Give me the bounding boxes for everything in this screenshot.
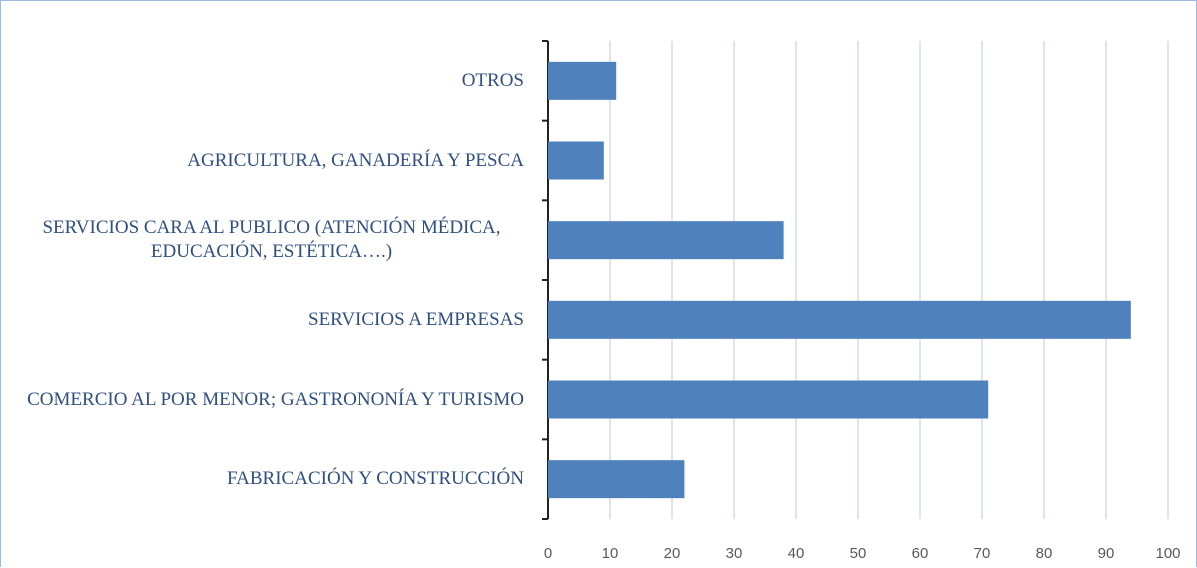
x-tick-label: 100 bbox=[1155, 545, 1180, 562]
x-tick-label: 90 bbox=[1098, 545, 1115, 562]
x-tick-label: 80 bbox=[1036, 545, 1053, 562]
bar bbox=[548, 460, 685, 499]
x-tick-label: 70 bbox=[974, 545, 991, 562]
category-text: COMERCIO AL POR MENOR; GASTRONONÍA Y TUR… bbox=[27, 388, 524, 410]
y-tick-label: FABRICACIÓN Y CONSTRUCCIÓN bbox=[19, 467, 524, 491]
x-tick-label: 30 bbox=[726, 545, 743, 562]
category-text: AGRICULTURA, GANADERÍA Y PESCA bbox=[187, 149, 524, 171]
category-text: SERVICIOS A EMPRESAS bbox=[308, 308, 524, 330]
x-tick-label: 40 bbox=[788, 545, 805, 562]
bar bbox=[548, 141, 604, 180]
y-tick-label: OTROS bbox=[19, 69, 524, 93]
x-tick-label: 0 bbox=[544, 545, 552, 562]
category-text: OTROS bbox=[461, 69, 524, 91]
bar bbox=[548, 300, 1131, 339]
x-tick-label: 20 bbox=[664, 545, 681, 562]
bar bbox=[548, 61, 617, 100]
y-tick-label: SERVICIOS A EMPRESAS bbox=[19, 308, 524, 332]
x-tick-label: 60 bbox=[912, 545, 929, 562]
category-text: SERVICIOS CARA AL PUBLICO (ATENCIÓN MÉDI… bbox=[42, 217, 501, 263]
y-tick-label: SERVICIOS CARA AL PUBLICO (ATENCIÓN MÉDI… bbox=[19, 216, 524, 264]
x-tick-label: 50 bbox=[850, 545, 867, 562]
category-text: FABRICACIÓN Y CONSTRUCCIÓN bbox=[227, 468, 524, 490]
bar bbox=[548, 380, 989, 419]
y-tick-label: AGRICULTURA, GANADERÍA Y PESCA bbox=[19, 149, 524, 173]
x-tick-label: 10 bbox=[602, 545, 619, 562]
bar bbox=[548, 221, 784, 260]
y-tick-label: COMERCIO AL POR MENOR; GASTRONONÍA Y TUR… bbox=[19, 388, 524, 412]
